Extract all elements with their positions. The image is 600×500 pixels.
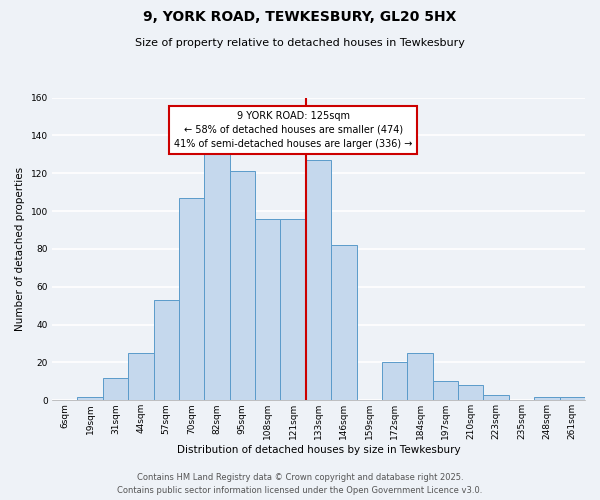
Bar (382, 362, 407, 401)
Bar (306, 160, 331, 400)
Bar (103, 378, 128, 400)
Bar (484, 394, 509, 400)
Bar (255, 218, 280, 400)
Bar (179, 198, 204, 400)
Text: Contains HM Land Registry data © Crown copyright and database right 2025.
Contai: Contains HM Land Registry data © Crown c… (118, 474, 482, 495)
Text: Size of property relative to detached houses in Tewkesbury: Size of property relative to detached ho… (135, 38, 465, 48)
Bar (407, 353, 433, 401)
Bar (280, 218, 306, 400)
Bar (154, 300, 179, 400)
Text: 9, YORK ROAD, TEWKESBURY, GL20 5HX: 9, YORK ROAD, TEWKESBURY, GL20 5HX (143, 10, 457, 24)
Bar (204, 152, 230, 400)
Bar (77, 396, 103, 400)
Bar (230, 172, 255, 400)
Bar (560, 396, 585, 400)
Text: 9 YORK ROAD: 125sqm
← 58% of detached houses are smaller (474)
41% of semi-detac: 9 YORK ROAD: 125sqm ← 58% of detached ho… (174, 110, 412, 148)
Bar (433, 382, 458, 400)
Bar (458, 385, 484, 400)
X-axis label: Distribution of detached houses by size in Tewkesbury: Distribution of detached houses by size … (176, 445, 460, 455)
Y-axis label: Number of detached properties: Number of detached properties (15, 167, 25, 331)
Bar (331, 245, 356, 400)
Bar (128, 353, 154, 401)
Bar (534, 396, 560, 400)
